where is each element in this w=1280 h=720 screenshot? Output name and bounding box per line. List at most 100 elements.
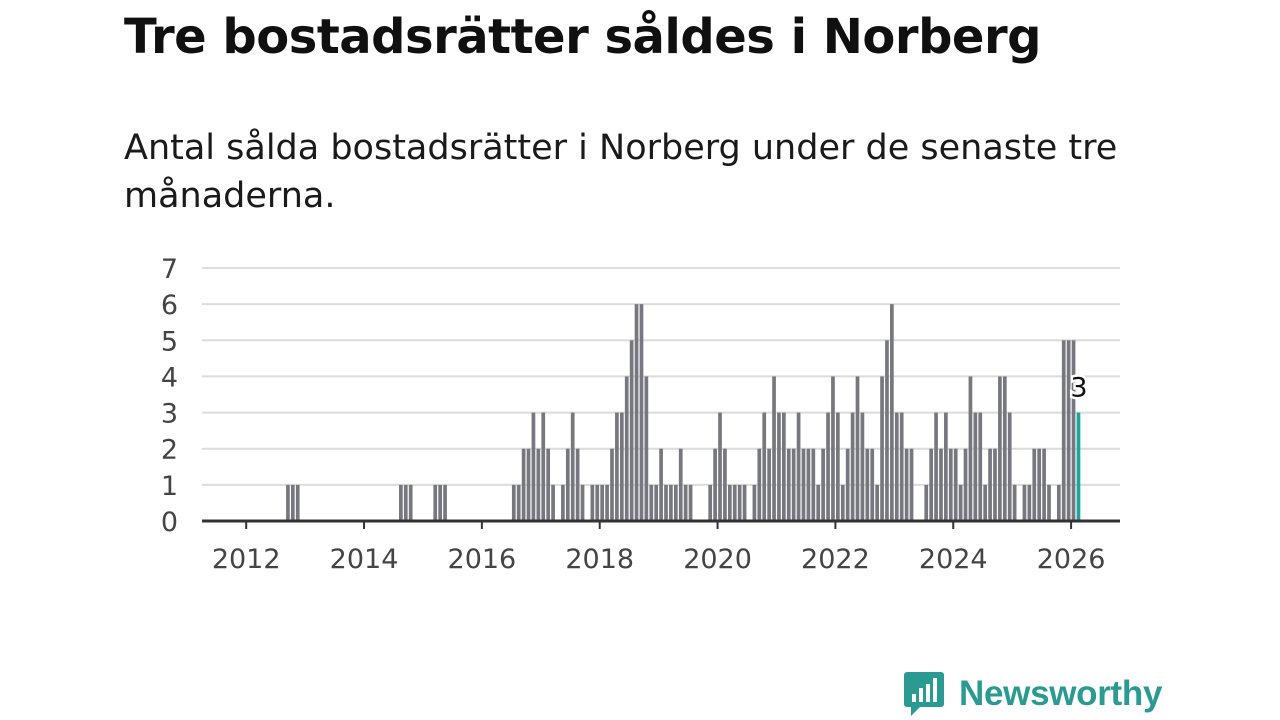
bar [610, 448, 614, 521]
bar [673, 484, 678, 521]
bar [718, 412, 722, 521]
annotation-label: 3 [1070, 373, 1087, 404]
y-tick-label: 3 [161, 399, 178, 430]
bar [762, 412, 767, 521]
chart-subtitle: Antal sålda bostadsrätter i Norberg unde… [124, 128, 1118, 216]
y-tick-label: 2 [161, 435, 178, 466]
bar [688, 484, 693, 521]
bar [899, 412, 904, 521]
bar [929, 448, 934, 521]
bar [723, 448, 727, 521]
bar [796, 412, 801, 521]
bar [880, 376, 884, 521]
bar [894, 412, 899, 521]
bar [615, 412, 619, 521]
bar [860, 412, 865, 521]
bar [1037, 448, 1042, 521]
bar [605, 484, 609, 521]
bar [752, 484, 757, 521]
bar [619, 412, 624, 521]
bar [791, 448, 796, 521]
bar [600, 484, 605, 521]
bar [870, 448, 875, 521]
x-tick-label: 2012 [212, 544, 281, 575]
bar [644, 376, 649, 521]
bar [993, 448, 997, 521]
bar [713, 448, 717, 521]
bar [821, 448, 825, 521]
bar [565, 448, 570, 521]
bar [541, 412, 546, 521]
bar [1071, 340, 1076, 521]
bar [737, 484, 742, 521]
bar [536, 448, 541, 521]
x-tick-label: 2016 [448, 544, 517, 575]
bar [826, 412, 830, 521]
bar [1032, 448, 1037, 521]
bar [708, 484, 713, 521]
bar-chart: 0 1 2 3 4 5 6 7 2012 2014 2016 2018 2020 2022 2024 202… [161, 254, 1120, 575]
x-tick-label: 2014 [330, 544, 399, 575]
bar [811, 448, 816, 521]
bar [1047, 484, 1051, 521]
bar [1022, 484, 1027, 521]
bar [850, 412, 855, 521]
x-tick-label: 2018 [565, 544, 634, 575]
bar [885, 340, 889, 521]
bar [438, 484, 442, 521]
chart-title: Tre bostadsrätter såldes i Norberg [124, 9, 1042, 65]
bar [575, 448, 580, 521]
y-tick-label: 4 [161, 362, 178, 393]
y-tick-label: 5 [161, 326, 178, 357]
bar [664, 484, 668, 521]
bar [904, 448, 909, 521]
bar [526, 448, 531, 521]
bar [521, 448, 526, 521]
bar [683, 484, 688, 521]
bar [924, 484, 929, 521]
x-tick-label: 2024 [919, 544, 988, 575]
bar [836, 412, 840, 521]
x-tick-label: 2026 [1037, 544, 1106, 575]
bar [290, 484, 295, 521]
bar [958, 484, 963, 521]
bar [988, 448, 992, 521]
bar [516, 484, 521, 521]
bar [968, 376, 973, 521]
bar [629, 340, 634, 521]
bar [649, 484, 654, 521]
x-tick-label: 2022 [801, 544, 870, 575]
y-tick-label: 7 [161, 254, 178, 285]
bar [934, 412, 938, 521]
bar [1042, 448, 1046, 521]
bar [634, 304, 639, 521]
bar [1012, 484, 1017, 521]
bar [944, 412, 948, 521]
bar [1027, 484, 1032, 521]
bar [399, 484, 403, 521]
bar [786, 448, 791, 521]
bar [948, 448, 953, 521]
bar [295, 484, 300, 521]
bar [890, 304, 894, 521]
bar [639, 304, 644, 521]
bar [1061, 340, 1066, 521]
bar [1066, 340, 1071, 521]
bars [286, 304, 1081, 521]
bar [757, 448, 762, 521]
bar [855, 376, 860, 521]
bar [727, 484, 732, 521]
bar [845, 448, 850, 521]
bar [403, 484, 408, 521]
y-tick-label: 0 [161, 507, 178, 538]
bar [531, 412, 536, 521]
highlight-bar [1076, 412, 1081, 521]
bar [939, 448, 943, 521]
bar [1007, 412, 1012, 521]
bar [973, 412, 978, 521]
bar [624, 376, 629, 521]
bar [998, 376, 1002, 521]
bar [659, 448, 663, 521]
bar [595, 484, 600, 521]
bar [777, 412, 781, 521]
